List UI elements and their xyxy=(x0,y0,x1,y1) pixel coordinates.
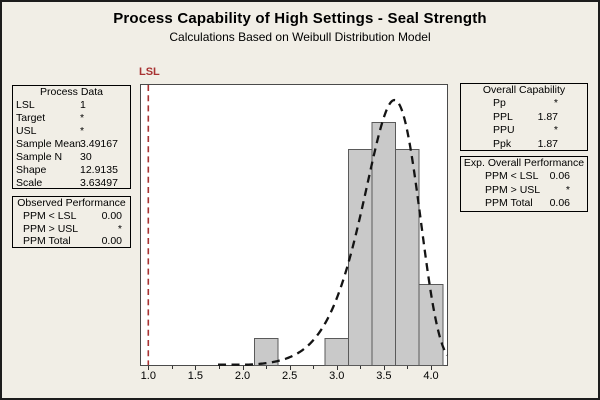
process-data-panel: Process Data LSL 1 Target * USL * Sample Mean 3… xyxy=(12,85,131,189)
row-value: 3.63497 xyxy=(80,177,118,189)
panel-row: PPL 1.87 xyxy=(461,111,587,124)
chart-title: Process Capability of High Settings - Se… xyxy=(113,10,487,27)
panel-row: Target * xyxy=(13,112,130,125)
row-label: Sample N xyxy=(16,151,63,163)
histogram-bar xyxy=(253,338,279,366)
panel-row: Sample Mean 3.49167 xyxy=(13,138,130,151)
row-label: Pp xyxy=(493,97,506,110)
observed-performance-panel: Observed Performance PPM < LSL 0.00 PPM > … xyxy=(12,196,131,248)
panel-row: Pp * xyxy=(461,97,587,110)
row-value: 12.9135 xyxy=(80,164,118,176)
x-minor-tick xyxy=(171,366,173,369)
x-minor-tick xyxy=(218,366,220,369)
row-label: PPL xyxy=(493,110,513,123)
row-label: PPM > USL xyxy=(485,183,541,196)
x-minor-tick xyxy=(360,366,362,369)
row-value: 30 xyxy=(80,151,92,163)
row-value: 0.06 xyxy=(549,170,570,183)
panel-rows: PPM < LSL 0.00 PPM > USL * PPM Total 0.00 xyxy=(13,210,130,248)
x-tick-label: 4.0 xyxy=(423,370,439,382)
exp-overall-performance-panel: Exp. Overall Performance PPM < LSL 0.06 PP… xyxy=(460,156,588,212)
panel-rows: PPM < LSL 0.06 PPM > USL * PPM Total 0.06 xyxy=(461,170,587,210)
row-label: PPM > USL xyxy=(23,222,79,235)
row-value: * xyxy=(80,112,85,124)
histogram-svg xyxy=(140,84,448,366)
row-value: 3.49167 xyxy=(80,138,118,150)
x-major-tick xyxy=(336,366,338,370)
histogram-bar xyxy=(324,338,350,366)
row-value: 0.00 xyxy=(101,209,122,222)
row-label: USL xyxy=(16,125,37,137)
x-major-tick xyxy=(148,366,150,370)
panel-row: PPM > USL * xyxy=(461,184,587,197)
row-value: 1.87 xyxy=(537,137,558,150)
panel-row: PPU * xyxy=(461,124,587,137)
panel-row: PPM Total 0.06 xyxy=(461,197,587,210)
x-minor-tick xyxy=(407,366,409,369)
panel-row: LSL 1 xyxy=(13,99,130,112)
panel-title: Exp. Overall Performance xyxy=(463,157,585,169)
histogram-bar xyxy=(395,149,420,366)
histogram-plot-area xyxy=(140,84,448,366)
row-label: PPM < LSL xyxy=(485,170,539,183)
panel-title: Overall Capability xyxy=(482,84,566,96)
panel-rows: LSL 1 Target * USL * Sample Mean 3.49167 Sample … xyxy=(13,99,130,190)
x-tick-label: 3.5 xyxy=(376,370,392,382)
x-major-tick xyxy=(242,366,244,370)
panel-row: PPM Total 0.00 xyxy=(13,235,130,248)
histogram-bar xyxy=(371,122,397,366)
row-value: * xyxy=(553,124,558,137)
x-tick-label: 1.0 xyxy=(140,370,156,382)
row-value: * xyxy=(80,125,85,137)
panel-row: USL * xyxy=(13,125,130,138)
x-tick-label: 2.0 xyxy=(234,370,251,382)
x-major-tick xyxy=(383,366,385,370)
row-label: Scale xyxy=(16,177,43,189)
row-label: LSL xyxy=(16,99,35,111)
row-label: PPU xyxy=(493,124,515,137)
overall-capability-panel: Overall Capability Pp * PPL 1.87 PPU * Ppk 1.87 xyxy=(460,83,588,151)
row-label: Shape xyxy=(16,164,47,176)
row-value: 0.06 xyxy=(549,197,570,210)
x-major-tick xyxy=(289,366,291,370)
row-value: 1 xyxy=(80,99,86,111)
row-value: * xyxy=(553,97,558,110)
lsl-spec-label: LSL xyxy=(139,66,160,78)
row-label: Sample Mean xyxy=(16,138,81,150)
histogram-bar xyxy=(418,284,444,366)
panel-title: Process Data xyxy=(39,86,104,98)
row-label: PPM Total xyxy=(485,197,533,210)
x-major-tick xyxy=(430,366,432,370)
panel-row: PPM < LSL 0.06 xyxy=(461,170,587,183)
chart-subtitle: Calculations Based on Weibull Distributi… xyxy=(169,30,431,44)
row-label: Ppk xyxy=(493,137,512,150)
weibull-fit-curve xyxy=(218,98,448,366)
x-major-tick xyxy=(195,366,197,370)
row-value: 1.87 xyxy=(537,110,558,123)
panel-row: PPM > USL * xyxy=(13,223,130,236)
x-tick-label: 1.5 xyxy=(187,370,204,382)
row-label: PPM < LSL xyxy=(23,209,77,222)
row-label: PPM Total xyxy=(23,235,71,248)
panel-row: Scale 3.63497 xyxy=(13,177,130,190)
panel-row: Sample N 30 xyxy=(13,151,130,164)
row-label: Target xyxy=(16,112,46,124)
panel-rows: Pp * PPL 1.87 PPU * Ppk 1.87 xyxy=(461,97,587,151)
x-minor-tick xyxy=(266,366,268,369)
x-tick-label: 3.0 xyxy=(329,370,345,382)
panel-row: Ppk 1.87 xyxy=(461,138,587,151)
row-value: * xyxy=(565,183,570,196)
panel-title: Observed Performance xyxy=(17,197,126,209)
panel-row: PPM < LSL 0.00 xyxy=(13,210,130,223)
row-value: * xyxy=(117,222,122,235)
row-value: 0.00 xyxy=(101,235,122,248)
panel-row: Shape 12.9135 xyxy=(13,164,130,177)
x-minor-tick xyxy=(313,366,315,369)
x-tick-label: 2.5 xyxy=(281,370,298,382)
